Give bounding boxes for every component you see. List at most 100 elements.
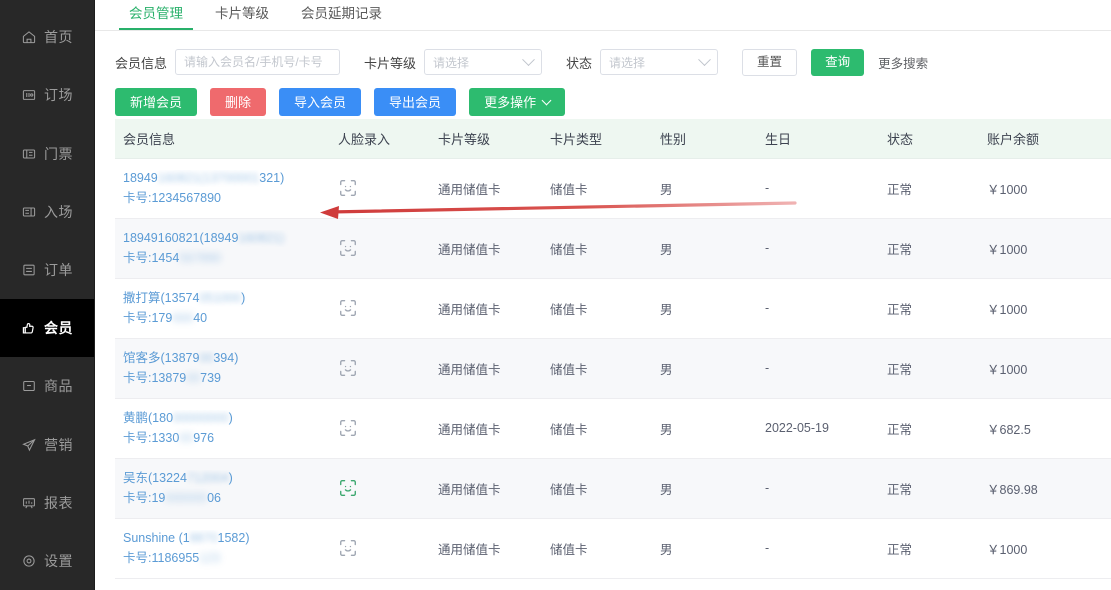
face-id-icon[interactable] xyxy=(338,238,422,258)
cell-face-enrollment[interactable] xyxy=(330,218,430,279)
tab-会员管理[interactable]: 会员管理 xyxy=(113,0,199,30)
tab-会员延期记录[interactable]: 会员延期记录 xyxy=(301,6,382,21)
face-id-icon[interactable] xyxy=(338,358,422,378)
cell-face-enrollment[interactable] xyxy=(330,458,430,519)
table-row[interactable]: 18949160821(18949160821) 卡号:1454567890 通用储… xyxy=(115,218,1111,279)
face-id-icon[interactable] xyxy=(338,418,422,438)
member-name-tail: ) xyxy=(241,290,246,305)
cell-member-info: 撒打算(13574051000) 卡号:17966640 xyxy=(115,278,330,339)
face-id-icon[interactable] xyxy=(338,538,422,558)
cell-balance: ￥1000 xyxy=(979,158,1111,219)
tab-卡片等级[interactable]: 卡片等级 xyxy=(215,6,269,21)
member-name-redacted: 051000 xyxy=(199,290,242,305)
settings-icon xyxy=(21,553,37,569)
reset-button[interactable]: 重置 xyxy=(742,48,798,76)
action-button-导出会员[interactable]: 导出会员 xyxy=(374,88,457,116)
sidebar: 首页订场 门票入场订单 会员 商品 营销 报表设置 xyxy=(0,0,95,590)
member-name-text: Sunshine (1 xyxy=(123,530,190,545)
cell-face-enrollment[interactable] xyxy=(330,158,430,219)
member-name-link[interactable]: 18949160821(18949160821) xyxy=(123,230,322,247)
cell-gender: 男 xyxy=(652,158,757,219)
action-button-新增会员[interactable]: 新增会员 xyxy=(115,88,198,116)
face-id-icon[interactable] xyxy=(338,298,422,318)
member-name-text: 18949160821(18949 xyxy=(123,230,239,245)
cell-card-type: 储值卡 xyxy=(542,218,652,279)
member-card-number: 卡号:1454567890 xyxy=(123,249,322,267)
filter-bar: 会员信息 卡片等级 请选择 状态 请选择 重置 查询 更多搜索 xyxy=(95,31,1111,77)
card-number-prefix: 卡号: xyxy=(123,490,152,505)
cell-balance: ￥682.5 xyxy=(979,398,1111,459)
sidebar-item-入场[interactable]: 入场 xyxy=(0,183,94,241)
card-level-label: 卡片等级 xyxy=(364,55,417,71)
ticket-icon xyxy=(21,146,37,162)
cell-face-enrollment[interactable] xyxy=(330,278,430,339)
member-icon xyxy=(21,320,37,336)
card-number-prefix: 卡号: xyxy=(123,430,152,445)
home-icon xyxy=(21,29,37,45)
table-row[interactable]: Sunshine (188701582) 卡号:1186955123 通用储值卡 储值… xyxy=(115,518,1111,579)
more-search-link[interactable]: 更多搜索 xyxy=(878,56,929,71)
member-name-link[interactable]: 馆客多(1387900394) xyxy=(123,350,322,367)
table-row[interactable]: 黄鹏(18000000000) 卡号:133000976 通用储值卡 储值卡男 2022… xyxy=(115,398,1111,459)
member-name-tail: ) xyxy=(228,470,233,485)
cell-face-enrollment[interactable] xyxy=(330,398,430,459)
status-label: 状态 xyxy=(566,55,593,71)
table-row[interactable]: 撒打算(13574051000) 卡号:17966640 通用储值卡 储值卡男 - 正常 ￥… xyxy=(115,278,1111,339)
cell-birthday: - xyxy=(757,278,879,339)
cell-card-level: 通用储值卡 xyxy=(430,218,542,279)
member-info-input[interactable] xyxy=(175,49,341,75)
card-level-select[interactable]: 请选择 xyxy=(424,49,543,75)
table-row[interactable]: 18949160821(13700001321) 卡号:1234567890 通用储… xyxy=(115,158,1111,219)
cell-card-type: 储值卡 xyxy=(542,458,652,519)
sidebar-item-营销[interactable]: 营销 xyxy=(0,415,94,473)
sidebar-item-label: 首页 xyxy=(44,29,73,46)
cell-member-info: 黄鹏(18000000000) 卡号:133000976 xyxy=(115,398,330,459)
sidebar-item-门票[interactable]: 门票 xyxy=(0,124,94,182)
search-button[interactable]: 查询 xyxy=(811,48,865,76)
status-select[interactable]: 请选择 xyxy=(600,49,719,75)
member-card-number: 卡号:133000976 xyxy=(123,429,322,447)
member-name-link[interactable]: 撒打算(13574051000) xyxy=(123,290,322,307)
action-button-更多操作[interactable]: 更多操作 xyxy=(469,88,566,116)
face-id-icon[interactable] xyxy=(338,478,422,498)
member-name-link[interactable]: 黄鹏(18000000000) xyxy=(123,410,322,427)
column-header-卡片等级: 卡片等级 xyxy=(430,119,542,159)
card-number-value: 1454 xyxy=(151,250,180,265)
table-row[interactable]: 吴东(13224712004) 卡号:1900000006 通用储值卡 储值卡男 - 正常… xyxy=(115,458,1111,519)
cell-face-enrollment[interactable] xyxy=(330,338,430,399)
cell-status: 正常 xyxy=(879,218,979,279)
sidebar-item-设置[interactable]: 设置 xyxy=(0,532,94,590)
member-name-link[interactable]: Sunshine (188701582) xyxy=(123,530,322,547)
table-row[interactable]: 馆客多(1387900394) 卡号:1387900739 通用储值卡 储值卡男 - 正常… xyxy=(115,338,1111,399)
face-id-icon[interactable] xyxy=(338,178,422,198)
card-number-value: 1234567890 xyxy=(151,190,222,205)
sidebar-item-订单[interactable]: 订单 xyxy=(0,241,94,299)
action-button-导入会员[interactable]: 导入会员 xyxy=(279,88,362,116)
chevron-down-icon xyxy=(522,52,535,66)
member-card-number: 卡号:1186955123 xyxy=(123,549,322,567)
card-number-value: 179 xyxy=(151,310,173,325)
sidebar-item-label: 设置 xyxy=(44,552,73,569)
sidebar-item-label: 入场 xyxy=(44,203,73,220)
sidebar-item-订场[interactable]: 订场 xyxy=(0,66,94,124)
card-number-prefix: 卡号: xyxy=(123,250,152,265)
card-number-redacted: 567890 xyxy=(179,250,222,265)
member-name-link[interactable]: 吴东(13224712004) xyxy=(123,470,322,487)
cell-card-type: 储值卡 xyxy=(542,158,652,219)
sidebar-item-报表[interactable]: 报表 xyxy=(0,474,94,532)
sidebar-item-会员[interactable]: 会员 xyxy=(0,299,94,358)
table-head: 会员信息 人脸录入 卡片等级 卡片类型 性别 生日 状态 账户余额 xyxy=(115,119,1111,159)
column-header-会员信息: 会员信息 xyxy=(115,119,330,159)
cell-birthday: 2022-05-19 xyxy=(757,398,879,459)
member-name-redacted: 00 xyxy=(199,350,214,365)
action-button-删除[interactable]: 删除 xyxy=(210,88,267,116)
sidebar-item-商品[interactable]: 商品 xyxy=(0,357,94,415)
cell-gender: 男 xyxy=(652,518,757,579)
cell-face-enrollment[interactable] xyxy=(330,518,430,579)
card-number-value: 19 xyxy=(151,490,166,505)
member-name-link[interactable]: 18949160821(13700001321) xyxy=(123,170,322,187)
sidebar-item-首页[interactable]: 首页 xyxy=(0,8,94,66)
cell-status: 正常 xyxy=(879,458,979,519)
cell-member-info: 18949160821(13700001321) 卡号:1234567890 xyxy=(115,158,330,219)
